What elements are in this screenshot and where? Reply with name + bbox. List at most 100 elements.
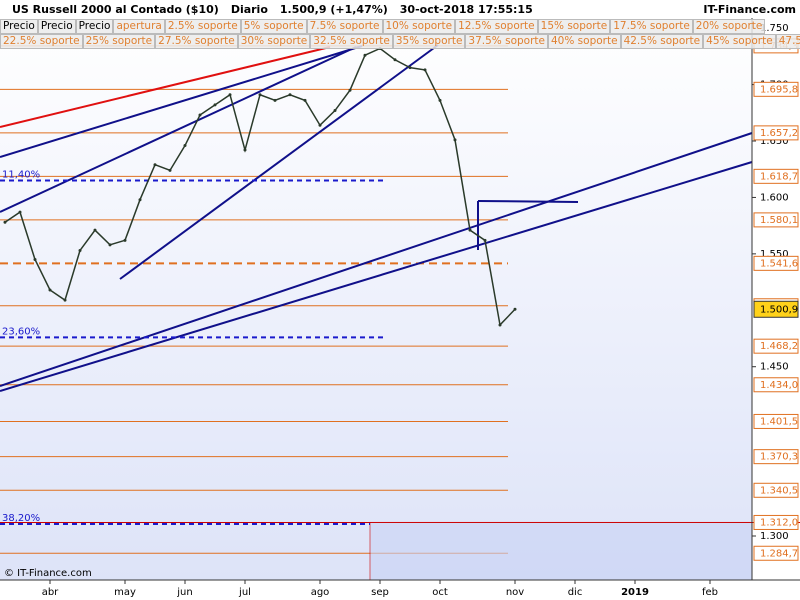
x-tick-label: nov: [506, 587, 524, 598]
price-point: [453, 138, 457, 142]
toolbar-button[interactable]: 37.5% soporte: [465, 34, 548, 49]
price-point: [468, 228, 472, 232]
toolbar-button[interactable]: 20% soporte: [692, 19, 766, 34]
trendline: [0, 46, 331, 128]
level-box: [753, 413, 799, 429]
toolbar-button[interactable]: 42.5% soporte: [620, 34, 704, 49]
price-point: [108, 243, 112, 247]
x-tick-label: sep: [371, 587, 389, 598]
toolbar-button[interactable]: Precio: [0, 19, 38, 34]
price-point: [288, 93, 292, 97]
price-point: [438, 98, 442, 102]
toolbar-button[interactable]: 5% soporte: [240, 19, 307, 34]
fib-label: 11,40%: [2, 170, 40, 181]
level-box: [753, 125, 799, 141]
level-label: 1.657,2: [760, 128, 798, 139]
price-point: [228, 93, 232, 97]
level-label: 1.401,5: [760, 416, 798, 427]
price-point: [3, 220, 7, 224]
toolbar-button[interactable]: apertura: [113, 19, 165, 34]
price-point: [198, 113, 202, 117]
toolbar-button[interactable]: 27.5% soporte: [155, 34, 238, 49]
toolbar-button[interactable]: 22.5% soporte: [0, 34, 83, 49]
last-label: 1.500,9: [760, 304, 798, 315]
level-label: 1.618,7: [760, 171, 798, 182]
toolbar-button[interactable]: 40% soporte: [548, 34, 621, 49]
price-point: [213, 103, 217, 107]
toolbar-button[interactable]: 10% soporte: [382, 19, 456, 34]
toolbar-button[interactable]: 25% soporte: [82, 34, 156, 49]
price-point: [168, 168, 172, 172]
toolbar-button[interactable]: 12.5% soporte: [455, 19, 538, 34]
toolbar-button[interactable]: 2.5% soporte: [164, 19, 241, 34]
zone: [369, 521, 753, 581]
x-tick-label: feb: [702, 587, 718, 598]
x-tick-label: ago: [311, 587, 330, 598]
price-point: [498, 323, 502, 327]
level-label: 1.580,1: [760, 215, 798, 226]
trendline: [0, 132, 753, 387]
y-tick-label: 1.750: [760, 23, 789, 34]
price-point: [303, 98, 307, 102]
toolbar-button[interactable]: 47.5%: [775, 34, 800, 49]
toolbar-button[interactable]: 35% soporte: [392, 34, 466, 49]
level-box: [753, 212, 799, 228]
trendline: [0, 45, 363, 158]
price-point: [123, 238, 127, 242]
last: 1.500,9 (+1,47%): [279, 2, 388, 16]
fib-label: 23,60%: [2, 326, 40, 337]
price-point: [183, 144, 187, 148]
toolbar-button[interactable]: 7.5% soporte: [306, 19, 383, 34]
toolbar-button[interactable]: 30% soporte: [237, 34, 311, 49]
level-box: [753, 338, 799, 354]
y-tick-label: 1.650: [760, 136, 789, 147]
price-point: [138, 198, 142, 202]
level-box: [753, 255, 799, 271]
x-tick-label: dic: [568, 587, 583, 598]
price-point: [393, 58, 397, 62]
level-box: [753, 377, 799, 393]
price-point: [318, 123, 322, 127]
period: Diario: [230, 2, 268, 16]
toolbar-button[interactable]: 32.5% soporte: [310, 34, 393, 49]
level-box: [753, 482, 799, 498]
price-point: [513, 307, 517, 311]
plot-bg: [0, 18, 752, 580]
trendline: [0, 46, 357, 213]
header: US Russell 2000 al Contado ($10) Diario …: [0, 0, 800, 18]
watermark: © IT-Finance.com: [4, 568, 92, 579]
toolbar-button[interactable]: 45% soporte: [703, 34, 776, 49]
price-point: [348, 88, 352, 92]
level-label: 1.312,0: [760, 517, 798, 528]
level-label: 1.284,7: [760, 548, 798, 559]
x-tick-label: jun: [176, 587, 192, 598]
toolbar-button[interactable]: 17.5% soporte: [610, 19, 693, 34]
price-point: [48, 288, 52, 292]
toolbar-button[interactable]: 15% soporte: [537, 19, 611, 34]
toolbar-row: Precio Precio Precio apertura 2.5% soporte 5%…: [0, 19, 766, 34]
level-box: [753, 81, 799, 97]
price-point: [33, 258, 37, 262]
y-tick-label: 1.300: [760, 531, 789, 542]
trendline: [477, 200, 579, 203]
x-tick-label: may: [114, 587, 136, 598]
toolbar-row: 22.5% soporte 25% soporte 27.5% soporte 30%…: [0, 34, 800, 49]
price-point: [258, 93, 262, 97]
toolbar-button[interactable]: Precio: [37, 19, 76, 34]
level-box: [753, 514, 799, 530]
trendlines: [0, 44, 753, 392]
level-label: 1.468,2: [760, 341, 798, 352]
trendline: [0, 161, 753, 392]
x-tick-label: jul: [238, 587, 251, 598]
y-tick-label: 1.600: [760, 192, 789, 203]
level-label: 1.541,6: [760, 258, 798, 269]
price-point: [18, 210, 22, 214]
level-box: [753, 545, 799, 561]
y-tick-label: 1.550: [760, 249, 789, 260]
fib-label: 38,20%: [2, 513, 40, 524]
level-label: 1.434,0: [760, 380, 798, 391]
toolbar-button[interactable]: Precio: [75, 19, 114, 34]
price-point: [408, 66, 412, 70]
